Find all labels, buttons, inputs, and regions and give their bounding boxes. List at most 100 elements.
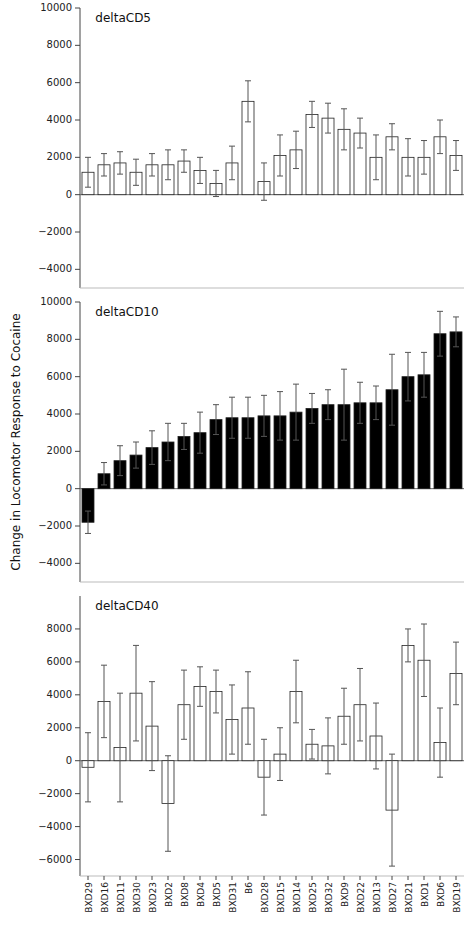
x-tick — [136, 876, 137, 880]
y-axis — [80, 8, 81, 288]
error-bar — [261, 163, 267, 200]
y-tick-label: −6000 — [38, 854, 72, 865]
error-bar — [261, 395, 267, 436]
error-bar — [229, 685, 235, 754]
x-tick-label: BXD4 — [196, 882, 206, 907]
panel: −4000−20000200040006000800010000deltaCD5 — [38, 2, 464, 288]
error-bar — [197, 157, 203, 183]
x-tick-label: BXD2 — [164, 882, 174, 907]
y-axis-label: Change in Locomotor Response to Cocaine — [9, 313, 23, 570]
error-bar — [389, 354, 395, 425]
x-tick — [232, 876, 233, 880]
error-bar — [277, 392, 283, 441]
x-tick-label: BXD32 — [324, 882, 334, 913]
y-tick-label: 4000 — [47, 689, 72, 700]
x-tick — [424, 876, 425, 880]
error-bar — [357, 382, 363, 423]
error-bar — [261, 739, 267, 815]
error-bar — [197, 667, 203, 707]
error-bar — [453, 141, 459, 171]
error-bar — [117, 693, 123, 802]
error-bar — [245, 397, 251, 438]
error-bar — [245, 81, 251, 122]
y-tick-label: 4000 — [47, 408, 72, 419]
y-tick — [75, 302, 80, 303]
panel-label: deltaCD10 — [95, 305, 158, 319]
x-tick-label: BXD8 — [180, 882, 190, 907]
x-tick — [408, 876, 409, 880]
x-tick — [120, 876, 121, 880]
error-bar — [421, 141, 427, 175]
y-tick-label: 8000 — [47, 623, 72, 634]
panel-label: deltaCD5 — [95, 11, 151, 25]
y-tick — [75, 526, 80, 527]
error-bar — [181, 423, 187, 449]
y-tick — [75, 628, 80, 629]
error-bar — [85, 733, 91, 802]
error-bar — [421, 624, 427, 696]
y-tick — [75, 793, 80, 794]
y-tick — [75, 661, 80, 662]
panel: −4000−20000200040006000800010000deltaCD1… — [38, 296, 464, 582]
x-tick-label: BXD9 — [340, 882, 350, 907]
y-tick-label: −4000 — [38, 263, 72, 274]
bars — [80, 81, 464, 200]
bar — [450, 332, 462, 489]
x-tick-label: B6 — [244, 882, 254, 894]
y-tick-label: 10000 — [40, 296, 72, 307]
x-tick — [152, 876, 153, 880]
y-tick — [75, 563, 80, 564]
x-tick — [264, 876, 265, 880]
x-tick-label: BXD29 — [84, 882, 94, 913]
x-tick — [296, 876, 297, 880]
error-bar — [165, 150, 171, 180]
error-bar — [309, 729, 315, 759]
y-tick — [75, 232, 80, 233]
error-bar — [293, 384, 299, 440]
x-axis — [80, 876, 464, 877]
y-tick-label: −4000 — [38, 557, 72, 568]
y-tick-label: 2000 — [47, 151, 72, 162]
error-bar — [437, 120, 443, 154]
error-bar — [165, 423, 171, 460]
y-tick-label: 6000 — [47, 371, 72, 382]
error-bar — [133, 442, 139, 468]
y-tick — [75, 727, 80, 728]
error-bar — [357, 118, 363, 148]
y-axis — [80, 302, 81, 582]
x-tick-label: BXD19 — [452, 882, 462, 913]
x-tick — [216, 876, 217, 880]
error-bar — [85, 157, 91, 187]
error-bar — [133, 159, 139, 185]
x-tick — [360, 876, 361, 880]
y-tick — [75, 82, 80, 83]
error-bar — [437, 708, 443, 777]
y-tick-label: 0 — [66, 189, 72, 200]
y-tick-label: 4000 — [47, 114, 72, 125]
x-tick — [184, 876, 185, 880]
error-bar — [373, 386, 379, 420]
x-tick-label: BXD25 — [308, 882, 318, 913]
error-bar — [341, 109, 347, 150]
error-bar — [277, 728, 283, 781]
error-bar — [325, 718, 331, 774]
x-tick-label: BXD14 — [292, 882, 302, 913]
x-tick-label: BXD16 — [100, 882, 110, 913]
x-tick-label: BXD15 — [276, 882, 286, 913]
x-tick — [168, 876, 169, 880]
x-tick — [440, 876, 441, 880]
error-bar — [373, 135, 379, 180]
x-tick — [88, 876, 89, 880]
error-bar — [373, 703, 379, 769]
x-tick-label: BXD31 — [228, 882, 238, 913]
y-tick — [75, 194, 80, 195]
x-tick-label: BXD23 — [148, 882, 158, 913]
error-bar — [341, 369, 347, 440]
error-bar — [309, 101, 315, 127]
x-tick-label: BXD11 — [116, 882, 126, 913]
x-tick — [104, 876, 105, 880]
x-tick — [328, 876, 329, 880]
error-bar — [149, 682, 155, 771]
error-bar — [117, 446, 123, 476]
y-tick — [75, 8, 80, 9]
